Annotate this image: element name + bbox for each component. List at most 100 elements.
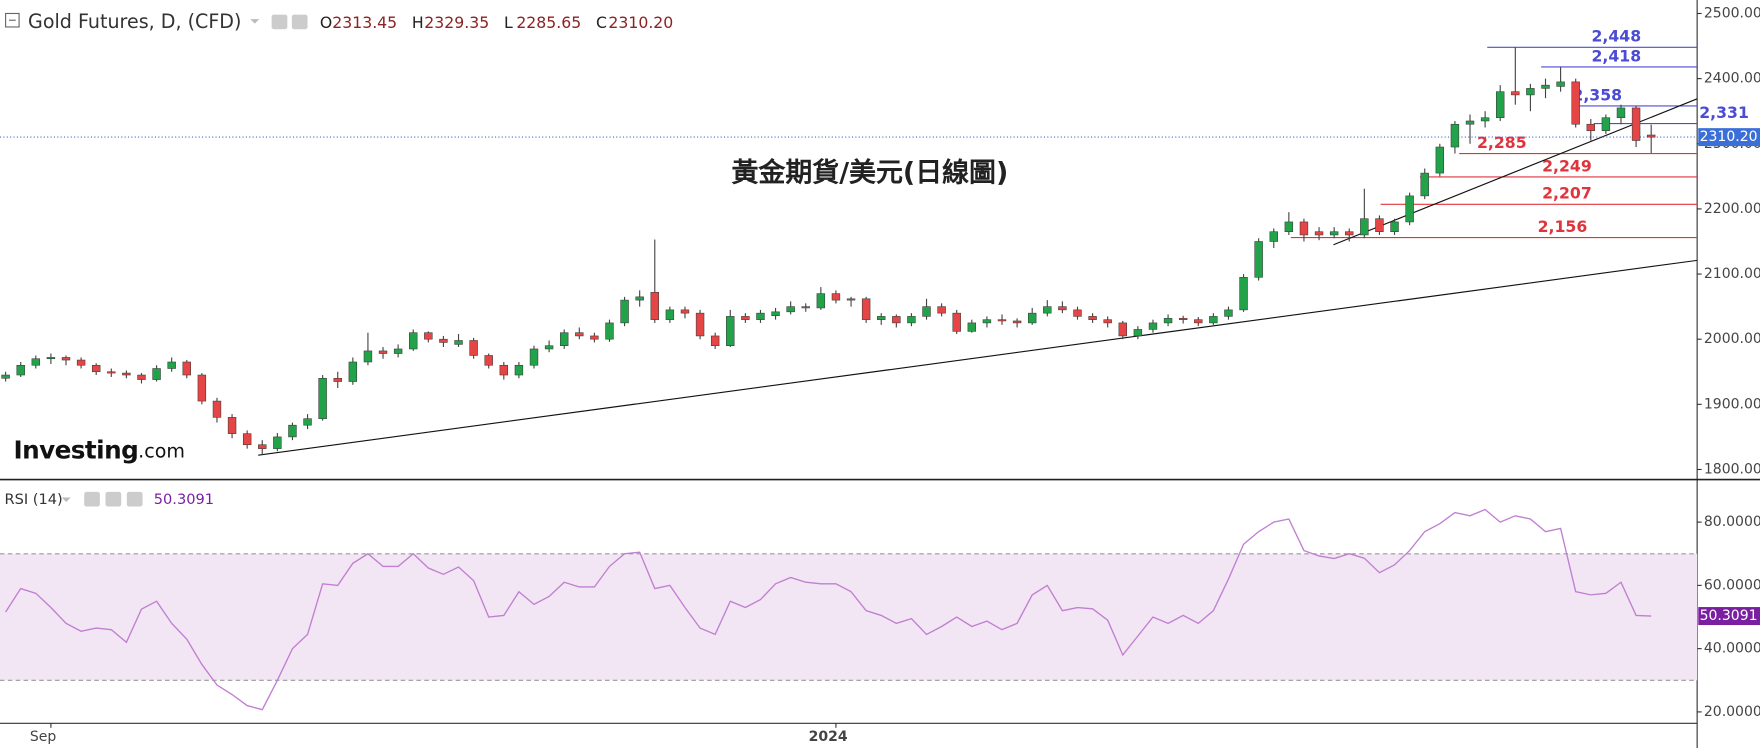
candle-body: [1239, 277, 1248, 311]
candle-body: [771, 311, 780, 317]
candle-body: [952, 312, 961, 332]
settings-icon[interactable]: [105, 491, 122, 507]
candle-body: [620, 299, 629, 324]
candle-body: [499, 364, 509, 376]
candle-body: [997, 319, 1007, 322]
candle-body: [831, 293, 841, 301]
candle-body: [982, 319, 992, 324]
candle-body: [1465, 120, 1475, 125]
level-label: 2,358: [1572, 85, 1622, 104]
candle-body: [1375, 218, 1384, 232]
settings-icon[interactable]: [291, 14, 308, 30]
candle-body: [363, 350, 373, 363]
y-tick-label: 20.0000: [1704, 704, 1760, 720]
candle-body: [635, 296, 644, 301]
y-tick-label: 60.0000: [1704, 577, 1760, 593]
candle-body: [1541, 84, 1550, 89]
candle-body: [1601, 117, 1611, 132]
rsi-band: [0, 553, 1698, 681]
ohlc-value: 2310.20: [608, 13, 673, 32]
candle-body: [650, 292, 659, 320]
ohlc-value: 2313.45: [332, 13, 397, 32]
candle-body: [484, 355, 493, 366]
candle-body: [137, 374, 146, 380]
candle-body: [590, 335, 599, 340]
y-tick-label: 1900.00: [1704, 396, 1760, 412]
candle-body: [1254, 241, 1263, 278]
candle-body: [1390, 221, 1399, 232]
candle-body: [1269, 231, 1278, 242]
candle-body: [273, 436, 282, 449]
watermark: Investing.com: [13, 435, 185, 464]
candle-body: [1043, 306, 1052, 314]
rsi-title: RSI (14): [4, 491, 62, 508]
y-tick-label: 2400.00: [1704, 71, 1760, 87]
candle-body: [1496, 91, 1505, 118]
candle-body: [1148, 322, 1158, 330]
candle-body: [152, 368, 161, 380]
eye-icon[interactable]: [271, 14, 288, 30]
candle-body: [46, 357, 56, 360]
watermark-brand: Investing: [13, 435, 138, 464]
ohlc-letter: O: [320, 13, 332, 32]
candle-body: [197, 374, 207, 402]
candle-body: [967, 322, 977, 332]
candle-body: [559, 332, 569, 346]
rsi-value-tag: [1698, 607, 1760, 626]
trendline: [258, 259, 1698, 456]
candle-body: [695, 312, 705, 337]
candle-body: [1, 374, 10, 379]
chart-title: Gold Futures, D, (CFD): [28, 11, 241, 33]
candle-body: [1556, 81, 1565, 87]
candle-body: [816, 293, 826, 309]
candle-body: [31, 358, 41, 366]
annotation: 黃金期貨/美元(日線圖): [731, 157, 1008, 189]
candle-body: [61, 357, 71, 361]
collapse-icon[interactable]: [5, 12, 20, 28]
rsi-value-label: 50.3091: [1700, 608, 1758, 624]
dropdown-icon[interactable]: [250, 19, 260, 24]
candle-body: [1224, 309, 1233, 317]
candle-body: [1058, 306, 1067, 311]
candle-body: [1360, 218, 1369, 236]
candle-body: [741, 316, 750, 320]
candle-body: [1571, 81, 1580, 125]
candle-body: [575, 332, 584, 337]
candle-body: [242, 433, 252, 446]
candle-body: [877, 316, 886, 320]
candle-body: [409, 332, 418, 350]
candle-body: [710, 335, 720, 346]
candle-body: [1646, 134, 1656, 138]
last-price-label: 2310.20: [1700, 129, 1758, 145]
candle-body: [1103, 319, 1112, 324]
close-icon[interactable]: [126, 491, 143, 507]
candle-body: [1345, 231, 1354, 236]
candle-body: [76, 359, 86, 366]
candle-body: [514, 364, 524, 376]
y-tick-label: 2000.00: [1704, 331, 1760, 347]
candle-body: [303, 418, 312, 426]
x-tick-label: 2024: [809, 729, 848, 745]
y-tick-label: 2100.00: [1704, 266, 1760, 282]
candle-body: [786, 306, 795, 313]
eye-icon[interactable]: [84, 491, 100, 507]
candle-body: [1526, 88, 1535, 96]
candle-body: [288, 424, 297, 438]
candle-body: [1511, 91, 1520, 96]
candle-body: [258, 444, 267, 449]
candle-body: [1450, 123, 1460, 148]
candle-body: [1284, 221, 1294, 232]
candle-body: [167, 361, 176, 369]
candle-body: [16, 364, 25, 376]
candle-body: [1209, 316, 1218, 324]
candle-body: [1299, 221, 1309, 236]
candle-body: [1194, 319, 1203, 324]
candle-body: [439, 338, 448, 343]
candle-body: [1178, 318, 1188, 320]
dropdown-icon[interactable]: [61, 497, 71, 503]
level-label: 2,156: [1538, 217, 1588, 236]
candle-body: [122, 372, 131, 376]
candle-body: [454, 340, 463, 345]
y-tick-label: 80.0000: [1704, 514, 1760, 530]
candle-body: [1329, 231, 1339, 236]
